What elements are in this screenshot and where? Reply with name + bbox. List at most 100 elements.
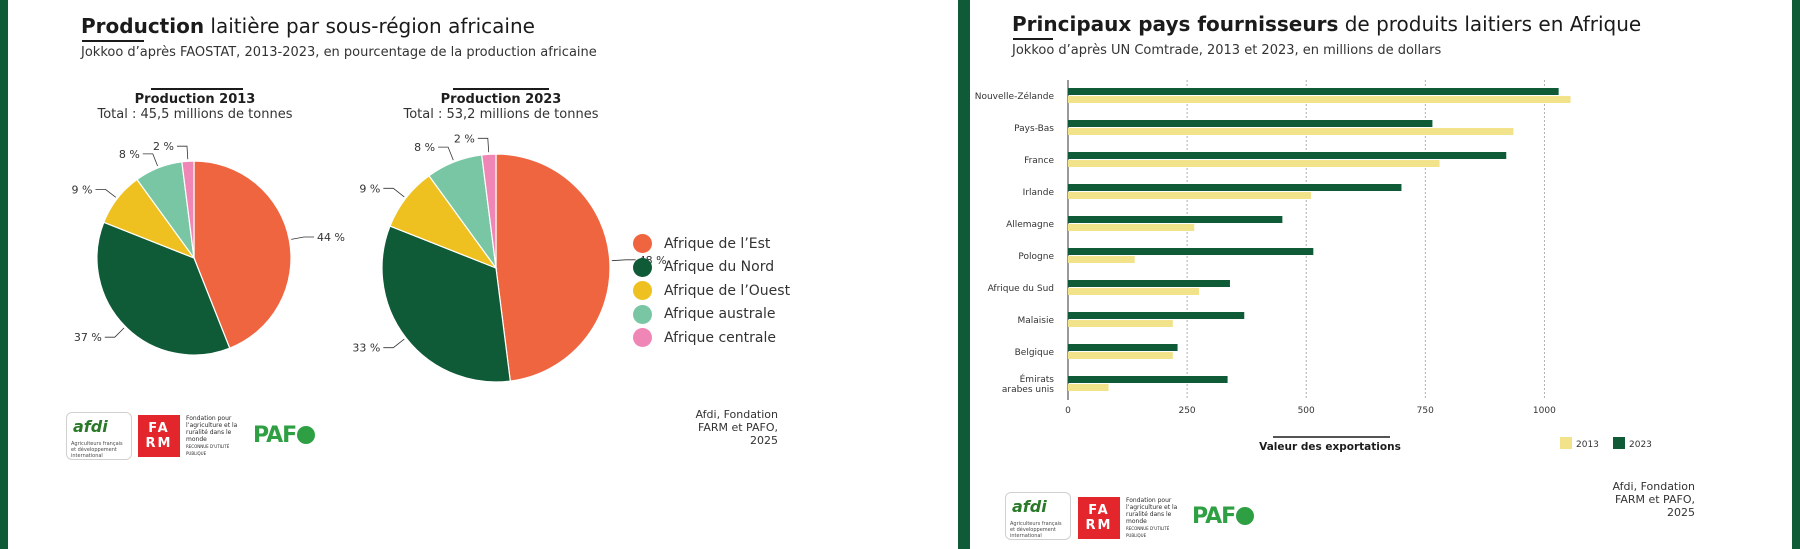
pie-leader-line <box>104 327 125 338</box>
bar-legend-label-2023: 2023 <box>1629 440 1652 450</box>
bar-2013 <box>1068 256 1135 263</box>
legend-label: Afrique de l’Est <box>664 235 771 252</box>
pie-value-label: 9 % <box>359 182 380 195</box>
bar-category-label: Belgique <box>1015 348 1055 358</box>
pie-2023-total: Total : 53,2 millions de tonnes <box>403 107 599 122</box>
bar-2013 <box>1068 96 1571 103</box>
bar-2023 <box>1068 280 1230 287</box>
pie-2023-slice-nord <box>381 225 511 383</box>
pie-value-label: 8 % <box>414 141 435 154</box>
pie-2023-head-rule <box>453 88 549 90</box>
bar-2013 <box>1068 128 1514 135</box>
afdi-logo: afdi Agriculteurs français et développem… <box>1005 492 1071 540</box>
afdi-logo: afdi Agriculteurs français et développem… <box>66 412 132 460</box>
pie-2013-slice-est <box>193 160 292 349</box>
bar-2013 <box>1068 224 1195 231</box>
pie-2013-title: Production 2013 <box>134 92 256 107</box>
pie-value-label: 9 % <box>72 183 93 196</box>
bar-category-label: Malaisie <box>1017 316 1054 326</box>
title-underline <box>82 40 144 42</box>
bar-2023 <box>1068 344 1178 351</box>
pie-leader-line <box>477 137 490 153</box>
bar-2013 <box>1068 288 1199 295</box>
legend-swatch <box>633 328 652 347</box>
bar-panel: Principaux pays fournisseurs de produits… <box>970 0 1792 549</box>
bar-source: Afdi, Fondation FARM et PAFO, 2025 <box>1612 480 1695 519</box>
pie-chart-subtitle: Jokkoo d’après FAOSTAT, 2013-2023, en po… <box>81 45 597 60</box>
bar-x-tick-label: 250 <box>1178 406 1195 416</box>
pie-leader-line <box>142 153 158 167</box>
bar-category-label: France <box>1024 156 1054 166</box>
bar-x-axis-label: Valeur des exportations <box>1259 441 1401 453</box>
legend-swatch <box>633 257 652 277</box>
pafo-logo: PAF <box>253 423 316 448</box>
bar-legend-swatch-2023 <box>1613 437 1625 449</box>
farm-logo: FA RM Fondation pour l’agriculture et la … <box>1078 497 1188 539</box>
pie-value-label: 8 % <box>119 148 140 161</box>
bar-category-label: Pays-Bas <box>1014 124 1054 134</box>
pie-value-label: 33 % <box>352 342 380 355</box>
legend-label: Afrique centrale <box>664 329 776 346</box>
bar-2023 <box>1068 312 1245 319</box>
bar-2023 <box>1068 120 1433 127</box>
legend-label: Afrique australe <box>664 306 776 322</box>
pie-panel: Production laitière par sous-région afri… <box>8 0 958 549</box>
bar-2023 <box>1068 152 1507 159</box>
pie-value-label: 44 % <box>317 231 345 244</box>
pie-leader-line <box>291 236 314 240</box>
pafo-logo: PAF <box>1192 504 1255 529</box>
bar-2013 <box>1068 384 1109 391</box>
bar-x-tick-label: 0 <box>1065 406 1071 416</box>
bar-x-tick-label: 1000 <box>1533 406 1556 416</box>
pie-2013-head-rule <box>151 88 243 90</box>
legend-item-ouest: Afrique de l’Ouest <box>633 281 790 300</box>
pie-leader-line <box>438 146 454 161</box>
legend-swatch <box>633 304 652 324</box>
bar-chart: 0 250 500 750 1000 Nouvelle-Zélande Pays-Bas Fr… <box>975 80 1652 453</box>
bar-chart-subtitle: Jokkoo d’après UN Comtrade, 2013 et 2023… <box>1012 43 1442 58</box>
title-underline <box>1013 38 1053 40</box>
bar-2023 <box>1068 184 1402 191</box>
farm-logo: FA RM Fondation pour l’agriculture et la … <box>138 415 248 457</box>
pie-leader-line <box>611 259 636 262</box>
pie-leader-line <box>177 145 189 160</box>
legend-item-nord: Afrique du Nord <box>633 257 775 277</box>
pie-2023-slice-centrale <box>481 153 497 269</box>
bar-category-label: Irlande <box>1023 188 1055 198</box>
pie-source: Afdi, Fondation FARM et PAFO, 2025 <box>695 408 778 447</box>
pie-value-label: 37 % <box>74 331 102 344</box>
pie-chart-title: Production laitière par sous-région afri… <box>81 14 535 38</box>
legend-label: Afrique de l’Ouest <box>664 282 791 299</box>
pie-leader-line <box>383 338 405 349</box>
pie-value-label: 2 % <box>153 140 174 153</box>
bar-chart-title: Principaux pays fournisseurs de produits… <box>1012 12 1642 36</box>
legend-item-centrale: Afrique centrale <box>633 328 776 347</box>
legend-item-australe: Afrique australe <box>633 304 776 324</box>
bar-category-label: Afrique du Sud <box>988 284 1054 294</box>
pie-leader-line <box>383 187 405 198</box>
pie-charts: 44 %37 %9 %8 %2 %48 %33 %9 %8 %2 % <box>72 132 667 383</box>
bar-2023 <box>1068 376 1228 383</box>
bar-x-tick-label: 500 <box>1298 406 1315 416</box>
bar-2013 <box>1068 352 1173 359</box>
bar-2013 <box>1068 192 1311 199</box>
bar-category-label: Pologne <box>1018 252 1054 262</box>
pie-2013-slice-nord <box>96 221 231 356</box>
pie-2023-slice-est <box>495 153 611 382</box>
bar-2013 <box>1068 160 1440 167</box>
bar-2013 <box>1068 320 1173 327</box>
bar-category-label: Nouvelle-Zélande <box>975 91 1055 102</box>
bar-x-tick-label: 750 <box>1417 406 1434 416</box>
legend-item-est: Afrique de l’Est <box>633 234 770 253</box>
legend-label: Afrique du Nord <box>664 259 775 275</box>
bar-legend-swatch-2013 <box>1560 437 1572 449</box>
pie-2013-slice-centrale <box>181 160 195 259</box>
legend-swatch <box>633 234 652 253</box>
bar-category-label: Émirats arabes unis <box>1002 373 1054 395</box>
bar-2023 <box>1068 88 1559 95</box>
legend-swatch <box>633 281 652 300</box>
pie-2023-title: Production 2023 <box>440 92 562 107</box>
pie-2013-total: Total : 45,5 millions de tonnes <box>97 107 293 122</box>
bar-category-label: Allemagne <box>1006 220 1054 230</box>
bar-legend-label-2013: 2013 <box>1576 440 1599 450</box>
